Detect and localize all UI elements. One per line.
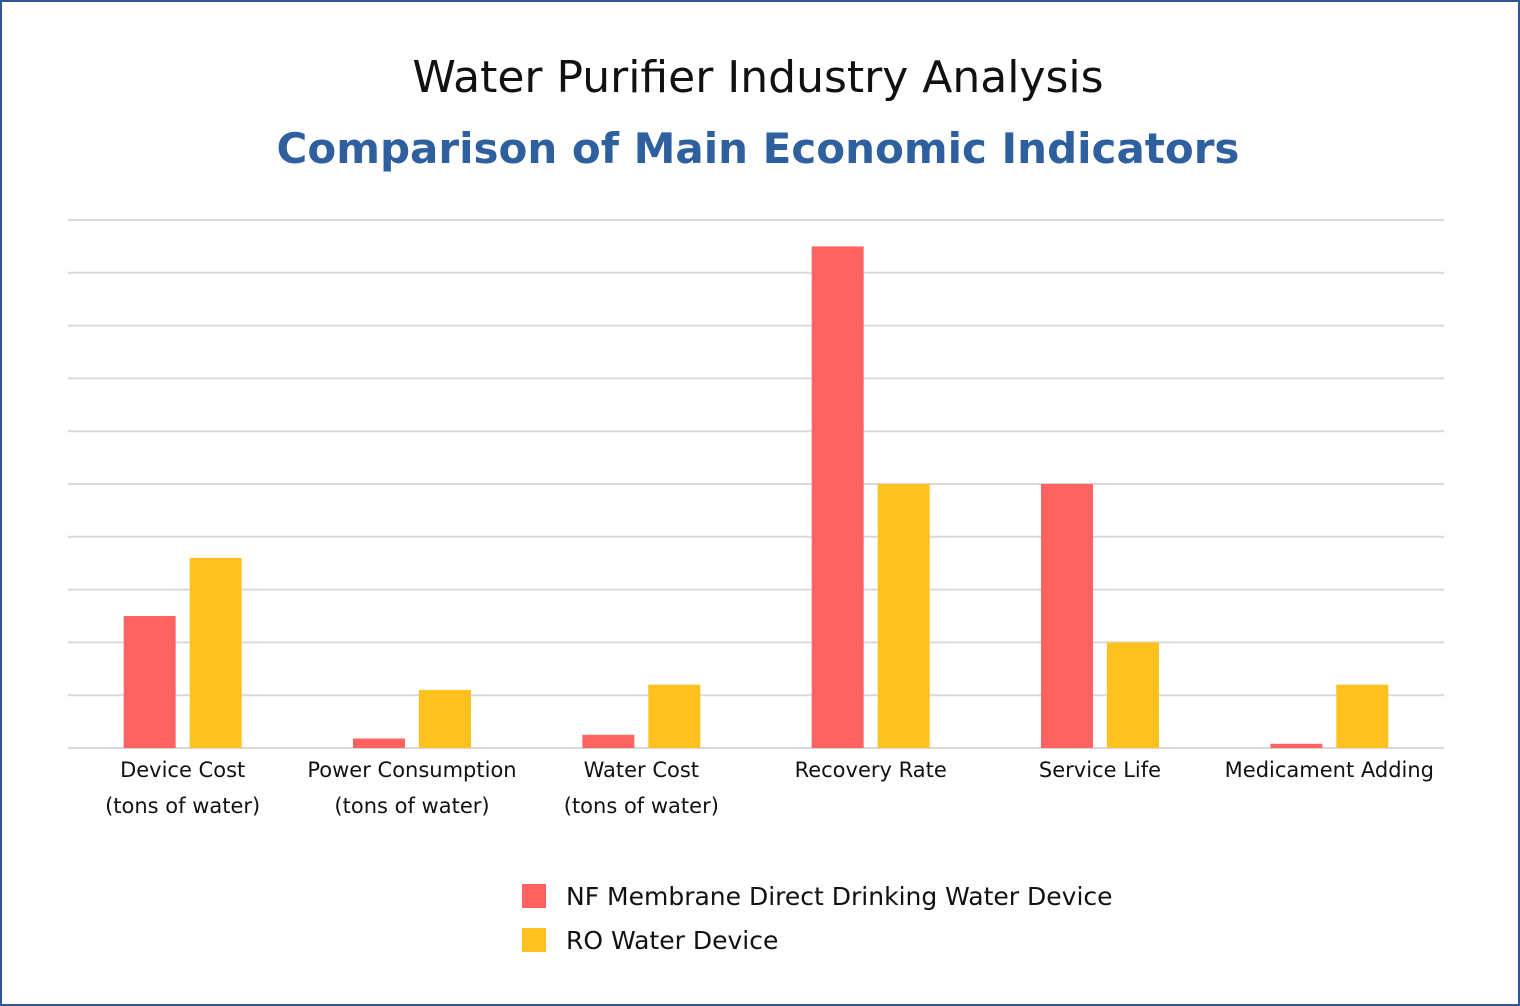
bars: [123, 246, 1389, 748]
category-labels: Device Cost (tons of water)Power Consumpt…: [105, 758, 1434, 818]
category-label-2: Water Cost (tons of water): [564, 758, 719, 818]
category-label-line: Recovery Rate: [795, 758, 947, 782]
bar-ro-1: [419, 689, 471, 748]
category-label-1: Power Consumption (tons of water): [307, 758, 516, 818]
legend-label-ro: RO Water Device: [566, 925, 779, 955]
category-label-line: Device Cost: [120, 758, 245, 782]
bar-ro-3: [877, 484, 930, 748]
legend-label-nf: NF Membrane Direct Drinking Water Device: [566, 881, 1113, 911]
bar-ro-0: [189, 557, 242, 748]
bar-ro-4: [1107, 642, 1159, 748]
legend: NF Membrane Direct Drinking Water Device…: [522, 874, 1113, 962]
category-label-line: (tons of water): [564, 794, 719, 818]
bar-nf-3: [811, 246, 864, 748]
legend-item-nf: NF Membrane Direct Drinking Water Device: [522, 874, 1113, 918]
gridlines: [68, 219, 1444, 749]
category-label-4: Service Life: [1039, 758, 1161, 782]
category-label-line: (tons of water): [105, 794, 260, 818]
bar-nf-0: [123, 616, 176, 748]
bar-ro-2: [648, 684, 701, 748]
legend-swatch-ro: [522, 928, 546, 952]
category-label-line: Medicament Adding: [1225, 758, 1434, 782]
bar-nf-4: [1041, 484, 1093, 748]
legend-item-ro: RO Water Device: [522, 918, 1113, 962]
legend-swatch-nf: [522, 884, 546, 908]
category-label-3: Recovery Rate: [795, 758, 947, 782]
bar-nf-2: [582, 734, 635, 748]
category-label-line: Power Consumption: [307, 758, 516, 782]
category-label-5: Medicament Adding: [1225, 758, 1434, 782]
chart-subtitle: Comparison of Main Economic Indicators: [276, 124, 1240, 173]
bar-ro-5: [1336, 684, 1389, 748]
category-label-line: (tons of water): [334, 794, 489, 818]
chart-title: Water Purifier Industry Analysis: [412, 52, 1104, 103]
category-label-line: Water Cost: [584, 758, 699, 782]
bar-nf-5: [1270, 743, 1323, 748]
category-label-0: Device Cost (tons of water): [105, 758, 260, 818]
category-label-line: Service Life: [1039, 758, 1161, 782]
bar-nf-1: [353, 738, 405, 748]
